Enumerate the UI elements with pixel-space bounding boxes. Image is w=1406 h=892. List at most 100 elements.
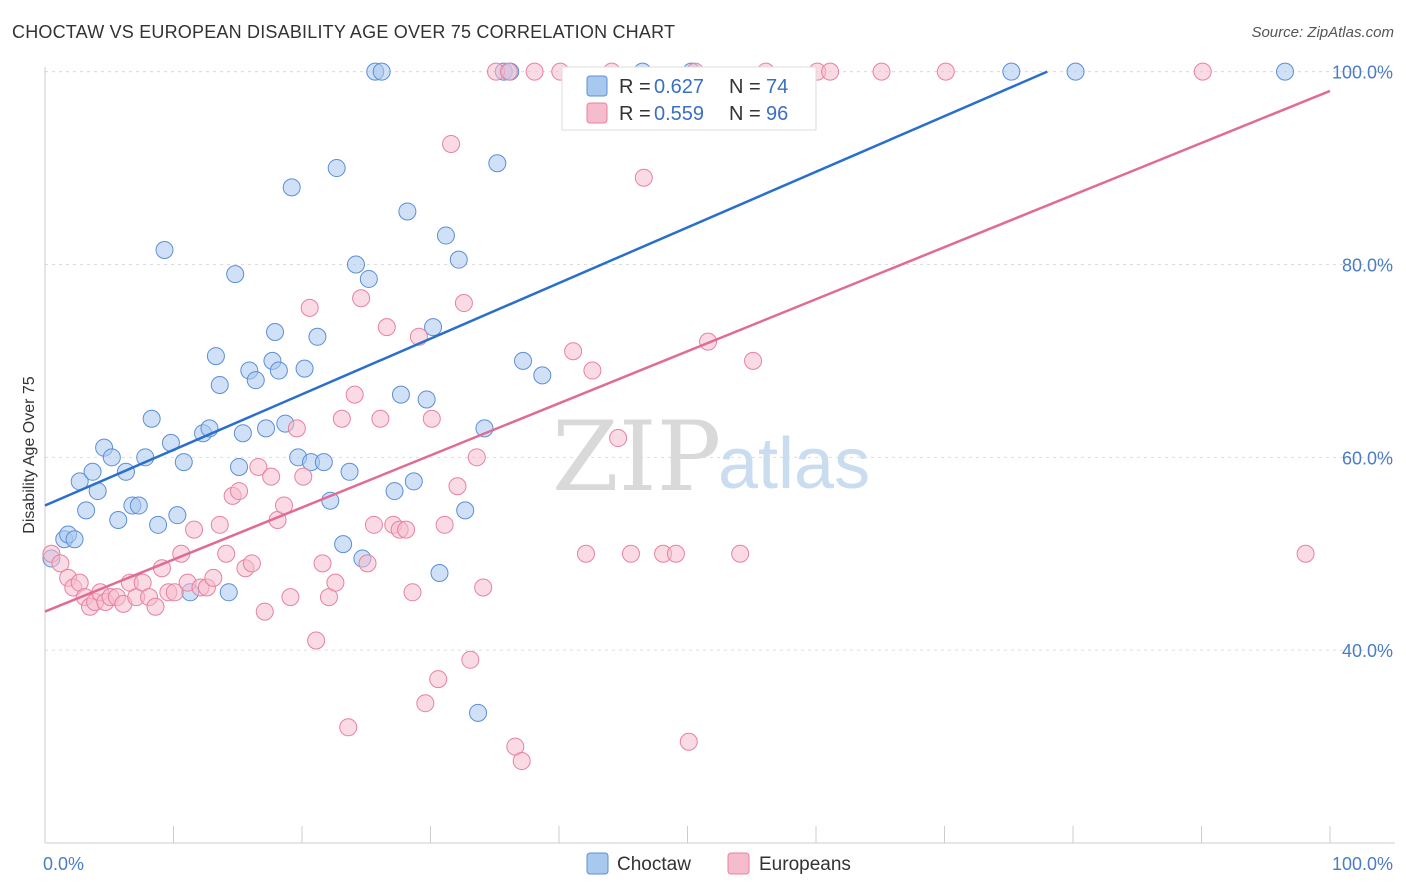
europeans-point-65 <box>454 294 473 313</box>
europeans-point-79 <box>609 429 628 448</box>
legend-r-label-europeans: R = <box>619 103 651 125</box>
choctaw-point-68 <box>533 366 552 385</box>
europeans-point-45 <box>326 573 345 592</box>
bottom-legend: Choctaw Europeans <box>586 852 851 875</box>
choctaw-point-19 <box>168 506 187 525</box>
europeans-point-20 <box>165 583 184 602</box>
europeans-point-53 <box>377 318 396 337</box>
choctaw-point-41 <box>308 327 327 346</box>
europeans-point-46 <box>332 409 351 428</box>
europeans-point-70 <box>499 62 518 81</box>
legend-n-value-europeans: 96 <box>766 103 788 125</box>
choctaw-point-45 <box>334 535 353 554</box>
legend-r-value-choctaw: 0.627 <box>654 76 704 98</box>
choctaw-point-17 <box>155 241 174 260</box>
europeans-point-26 <box>204 568 223 587</box>
europeans-point-68 <box>474 578 493 597</box>
choctaw-point-9 <box>102 448 121 467</box>
europeans-point-73 <box>525 62 544 81</box>
legend-swatch-choctaw <box>586 75 608 97</box>
choctaw-point-57 <box>424 318 443 337</box>
europeans-point-61 <box>429 670 448 689</box>
legend-n-label-choctaw: N = <box>729 76 761 98</box>
trend-lines <box>44 70 1331 613</box>
europeans-point-57 <box>403 583 422 602</box>
choctaw-point-56 <box>417 390 436 409</box>
x-tick-labels: 0.0% 100.0% <box>43 854 1393 874</box>
legend-n-label-europeans: N = <box>729 103 761 125</box>
choctaw-point-27 <box>226 265 245 284</box>
europeans-point-30 <box>230 482 249 501</box>
europeans-point-56 <box>397 520 416 539</box>
y-tick-label-0: 40.0% <box>1342 641 1393 661</box>
europeans-point-80 <box>621 544 640 563</box>
series-europeans <box>42 62 1315 771</box>
choctaw-point-46 <box>340 462 359 481</box>
europeans-point-91 <box>821 62 840 81</box>
europeans-point-60 <box>422 409 441 428</box>
europeans-point-66 <box>461 650 480 669</box>
y-tick-labels: 40.0% 60.0% 80.0% 100.0% <box>1332 63 1393 662</box>
legend-n-value-choctaw: 74 <box>766 76 788 98</box>
chart-title: CHOCTAW VS EUROPEAN DISABILITY AGE OVER … <box>12 22 676 42</box>
y-tick-label-3: 100.0% <box>1332 63 1393 83</box>
series-choctaw <box>42 62 1295 722</box>
choctaw-point-26 <box>219 583 238 602</box>
y-tick-label-1: 60.0% <box>1342 448 1393 468</box>
watermark: ZIP atlas <box>552 401 870 513</box>
europeans-point-17 <box>146 597 165 616</box>
choctaw-point-35 <box>269 361 288 380</box>
choctaw-point-72 <box>1066 62 1085 81</box>
europeans-point-40 <box>294 467 313 486</box>
europeans-point-42 <box>307 631 326 650</box>
bottom-legend-label-europeans: Europeans <box>759 854 851 875</box>
europeans-point-47 <box>339 718 358 737</box>
choctaw-point-24 <box>206 347 225 366</box>
europeans-point-94 <box>1193 62 1212 81</box>
europeans-point-88 <box>744 351 763 370</box>
choctaw-point-20 <box>174 453 193 472</box>
choctaw-point-53 <box>391 385 410 404</box>
choctaw-point-16 <box>149 515 168 534</box>
choctaw-point-32 <box>257 419 276 438</box>
europeans-point-52 <box>371 409 390 428</box>
choctaw-point-15 <box>142 409 161 428</box>
europeans-point-1 <box>51 554 70 573</box>
choctaw-point-71 <box>1002 62 1021 81</box>
europeans-point-33 <box>249 457 268 476</box>
europeans-point-62 <box>435 515 454 534</box>
europeans-point-84 <box>679 732 698 751</box>
europeans-point-34 <box>255 602 274 621</box>
y-axis-label: Disability Age Over 75 <box>21 376 38 534</box>
europeans-point-39 <box>287 419 306 438</box>
choctaw-point-10 <box>109 510 128 529</box>
legend-swatch-europeans <box>586 102 608 124</box>
choctaw-point-5 <box>77 501 96 520</box>
europeans-point-83 <box>666 544 685 563</box>
legend: R = 0.627 N = 74 R = 0.559 N = 96 <box>561 66 817 131</box>
choctaw-point-51 <box>372 62 391 81</box>
choctaw-point-29 <box>233 424 252 443</box>
europeans-point-92 <box>872 62 891 81</box>
europeans-point-38 <box>281 588 300 607</box>
europeans-point-32 <box>242 554 261 573</box>
europeans-point-77 <box>583 361 602 380</box>
bottom-legend-swatch-choctaw <box>586 852 609 875</box>
europeans-point-93 <box>936 62 955 81</box>
choctaw-point-13 <box>129 496 148 515</box>
europeans-point-28 <box>217 544 236 563</box>
europeans-point-49 <box>352 289 371 308</box>
europeans-point-81 <box>634 168 653 187</box>
choctaw-point-62 <box>469 703 488 722</box>
choctaw-point-39 <box>295 359 314 378</box>
europeans-point-27 <box>210 515 229 534</box>
x-tick-label-1: 100.0% <box>1332 854 1393 874</box>
choctaw-point-31 <box>246 371 265 390</box>
europeans-point-23 <box>185 520 204 539</box>
choctaw-point-52 <box>385 482 404 501</box>
choctaw-point-28 <box>230 457 249 476</box>
watermark-zip: ZIP <box>552 401 721 513</box>
bottom-legend-label-choctaw: Choctaw <box>617 854 691 875</box>
europeans-point-67 <box>467 448 486 467</box>
source-label: Source: ZipAtlas.com <box>1251 24 1394 41</box>
